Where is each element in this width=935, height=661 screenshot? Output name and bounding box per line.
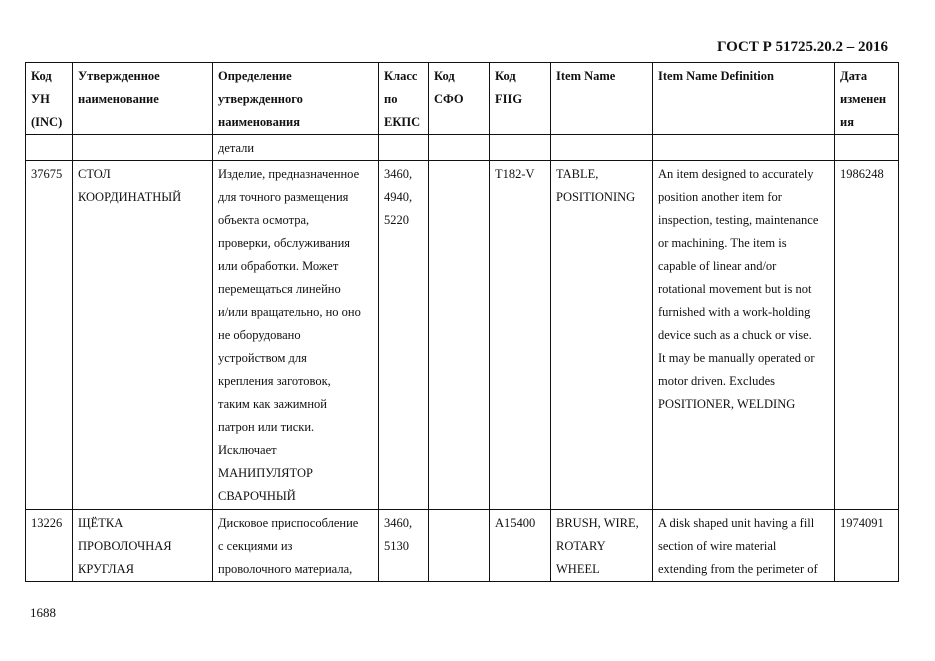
standard-title: ГОСТ Р 51725.20.2 – 2016 bbox=[716, 39, 888, 55]
cell bbox=[550, 134, 653, 161]
page-number: 1688 bbox=[30, 605, 56, 620]
cell: СТОЛ КООРДИНАТНЫЙ bbox=[72, 160, 213, 510]
cell: BRUSH, WIRE, ROTARY WHEEL bbox=[550, 509, 653, 582]
col-header-inc: Код УН (INC) bbox=[25, 62, 73, 135]
cell: Изделие, предназначенное для точного раз… bbox=[212, 160, 379, 510]
cell bbox=[25, 134, 73, 161]
cell: A disk shaped unit having a fill section… bbox=[652, 509, 835, 582]
col-header-sfo: Код СФО bbox=[428, 62, 490, 135]
cell: T182-V bbox=[489, 160, 551, 510]
col-header-fiig: Код FIIG bbox=[489, 62, 551, 135]
cell: 3460, 5130 bbox=[378, 509, 429, 582]
cell bbox=[72, 134, 213, 161]
cell bbox=[428, 160, 490, 510]
col-header-class: Класс по ЕКПС bbox=[378, 62, 429, 135]
cell bbox=[428, 509, 490, 582]
col-header-item-definition: Item Name Definition bbox=[652, 62, 835, 135]
col-header-date: Дата изменен ия bbox=[834, 62, 899, 135]
cell bbox=[652, 134, 835, 161]
col-header-item-name: Item Name bbox=[550, 62, 653, 135]
cell: детали bbox=[212, 134, 379, 161]
col-header-approved-name: Утвержденное наименование bbox=[72, 62, 213, 135]
cell: Дисковое приспособление с секциями из пр… bbox=[212, 509, 379, 582]
cell: 13226 bbox=[25, 509, 73, 582]
catalog-table: Код УН (INC) Утвержденное наименование О… bbox=[25, 62, 899, 582]
table-row: детали bbox=[25, 134, 899, 161]
cell: 1986248 bbox=[834, 160, 899, 510]
cell: 3460, 4940, 5220 bbox=[378, 160, 429, 510]
cell: An item designed to accurately position … bbox=[652, 160, 835, 510]
cell bbox=[834, 134, 899, 161]
cell: A15400 bbox=[489, 509, 551, 582]
cell bbox=[378, 134, 429, 161]
cell: ЩЁТКА ПРОВОЛОЧНАЯ КРУГЛАЯ bbox=[72, 509, 213, 582]
table-row: 37675 СТОЛ КООРДИНАТНЫЙ Изделие, предназ… bbox=[25, 160, 899, 510]
table-header-row: Код УН (INC) Утвержденное наименование О… bbox=[25, 62, 899, 135]
col-header-definition: Определение утвержденного наименования bbox=[212, 62, 379, 135]
cell: 1974091 bbox=[834, 509, 899, 582]
table-row: 13226 ЩЁТКА ПРОВОЛОЧНАЯ КРУГЛАЯ Дисковое… bbox=[25, 509, 899, 582]
cell bbox=[428, 134, 490, 161]
cell bbox=[489, 134, 551, 161]
cell: TABLE, POSITIONING bbox=[550, 160, 653, 510]
cell: 37675 bbox=[25, 160, 73, 510]
